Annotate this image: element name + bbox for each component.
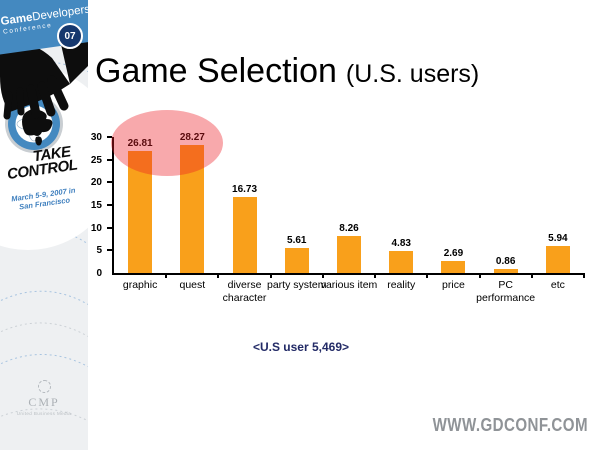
y-tick-mark — [107, 136, 112, 138]
bar-reality — [389, 251, 414, 273]
sample-size-caption: <U.S user 5,469> — [252, 340, 350, 354]
x-tick-mark — [217, 273, 220, 278]
y-tick-label-25: 25 — [90, 154, 102, 166]
page-title-suffix: (U.S. users) — [345, 60, 480, 88]
page-title-main: Game Selection — [95, 52, 337, 90]
gdc-07-badge: 07 — [57, 23, 83, 49]
x-tick-mark — [530, 273, 533, 278]
x-tick-label-party-system: party system — [267, 279, 327, 291]
x-tick-mark — [269, 273, 272, 278]
x-tick-label-reality: reality — [387, 279, 416, 291]
gdconf-url-watermark: WWW.GDCONF.COM — [432, 415, 588, 435]
y-tick-mark — [107, 204, 112, 206]
bar-diverse-character — [232, 197, 257, 273]
y-tick-mark — [107, 158, 112, 161]
x-tick-label-pc-performance: PC performance — [476, 279, 536, 304]
cmp-logo-mark-icon — [37, 380, 51, 393]
bar-value-quest: 28.27 — [179, 131, 205, 143]
cmp-logo-text: CMP — [28, 395, 60, 409]
x-tick-mark — [583, 273, 585, 278]
gdc-logo-developers: Developers — [31, 3, 88, 24]
bar-value-etc: 5.94 — [548, 233, 568, 245]
x-tick-label-etc: etc — [550, 279, 565, 291]
x-tick-mark — [165, 273, 168, 278]
x-tick-mark — [374, 273, 377, 278]
sidebar-artwork — [0, 26, 88, 422]
x-tick-label-quest: quest — [179, 279, 206, 291]
x-tick-mark — [478, 273, 481, 278]
x-tick-label-diverse-character: diverse character — [222, 279, 267, 304]
y-tick-label-10: 10 — [90, 222, 102, 234]
bar-price — [441, 260, 466, 273]
y-tick-mark — [107, 226, 112, 229]
chart-y-axis-labels: 0 5 10 15 20 25 30 — [78, 132, 110, 279]
x-tick-mark — [321, 273, 324, 278]
bar-value-graphic: 26.81 — [127, 138, 153, 150]
bar-value-party-system: 5.61 — [287, 234, 307, 246]
bar-various-item — [337, 235, 361, 273]
cmp-logo-subtext: United Business Media — [16, 411, 72, 416]
bar-etc — [545, 246, 570, 273]
y-tick-label-0: 0 — [96, 268, 102, 279]
y-tick-mark — [107, 181, 112, 184]
bar-graphic — [128, 151, 153, 273]
x-tick-mark — [426, 273, 429, 278]
x-tick-label-price: price — [442, 279, 465, 291]
bar-chart: 26.81 graphic 28.27 quest 16.73 diverse chara… — [107, 110, 585, 304]
x-tick-label-various-item: various item — [320, 279, 378, 291]
page-title: Game Selection (U.S. users) — [95, 52, 479, 91]
bar-value-diverse-character: 16.73 — [232, 184, 258, 196]
bar-value-various-item: 8.26 — [339, 222, 359, 234]
y-tick-label-20: 20 — [90, 177, 102, 189]
bar-pc-performance — [493, 269, 518, 273]
y-tick-label-15: 15 — [90, 200, 102, 211]
x-tick-label-graphic: graphic — [122, 279, 158, 291]
bar-quest — [180, 144, 205, 273]
y-tick-mark — [107, 249, 112, 252]
bar-value-price: 2.69 — [443, 247, 464, 259]
y-tick-label-30: 30 — [90, 132, 102, 143]
cmp-logo: CMP United Business Media — [0, 380, 88, 416]
bar-party-system — [284, 247, 309, 273]
bar-value-pc-performance: 0.86 — [495, 256, 516, 268]
y-tick-label-5: 5 — [96, 245, 102, 257]
bar-value-reality: 4.83 — [391, 238, 411, 250]
gdc-sidebar: GameDevelopers Conference 07 TAKE CONTRO… — [0, 0, 88, 450]
hand-icon — [0, 26, 88, 120]
